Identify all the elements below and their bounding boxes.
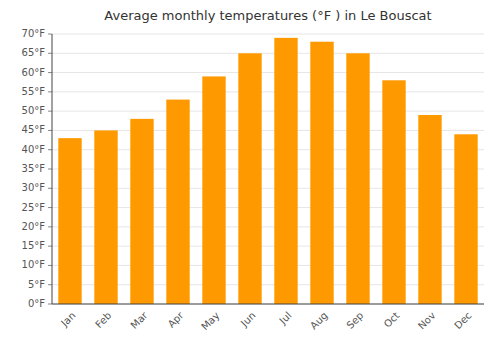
x-tick-label: Oct <box>382 310 402 330</box>
y-tick-label: 45°F <box>22 124 46 135</box>
bar <box>202 76 225 304</box>
x-tick-label: Feb <box>93 310 113 330</box>
y-tick <box>48 111 52 112</box>
y-tick-label: 20°F <box>22 221 46 232</box>
x-tick-label: Mar <box>128 309 150 331</box>
grid-line <box>52 304 484 305</box>
y-tick <box>48 53 52 54</box>
y-tick <box>48 169 52 170</box>
bar <box>94 130 117 304</box>
bar <box>454 134 477 304</box>
x-tick-label: Sep <box>344 310 365 331</box>
bar <box>238 53 261 304</box>
grid-line <box>52 91 484 92</box>
x-tick-label: Jan <box>58 310 77 329</box>
bar <box>58 138 81 304</box>
y-tick-label: 65°F <box>22 47 46 58</box>
y-tick <box>48 72 52 73</box>
y-tick <box>48 34 52 35</box>
y-tick <box>48 284 52 285</box>
y-tick <box>48 130 52 131</box>
bar <box>166 100 189 304</box>
y-tick <box>48 226 52 227</box>
y-tick-label: 0°F <box>28 298 45 309</box>
y-tick <box>48 188 52 189</box>
x-tick-label: Dec <box>452 310 473 331</box>
grid <box>52 34 484 304</box>
bar <box>382 80 405 304</box>
bar <box>274 38 297 304</box>
x-tick-label: Nov <box>416 310 438 332</box>
y-tick-label: 35°F <box>22 163 46 174</box>
x-axis: Jan Feb Mar Apr May Jun Jul Aug Sep Oct Nov Dec <box>58 309 473 332</box>
x-tick-label: Jun <box>238 310 258 330</box>
bar <box>346 53 369 304</box>
y-tick-label: 10°F <box>22 259 46 270</box>
x-axis-line <box>52 304 484 305</box>
y-tick-label: 55°F <box>22 86 46 97</box>
y-axis-line <box>52 34 53 304</box>
bar <box>418 115 441 304</box>
y-tick-label: 60°F <box>22 67 46 78</box>
y-tick-label: 40°F <box>22 144 46 155</box>
y-tick-label: 70°F <box>22 28 46 39</box>
y-axis: 0°F 5°F 10°F 15°F 20°F 25°F 30°F 35°F 40°F 45°F 50… <box>22 28 52 309</box>
bars <box>58 38 477 304</box>
x-tick-label: Aug <box>308 310 330 332</box>
bar <box>130 119 153 304</box>
x-tick-label: Jul <box>277 310 294 327</box>
y-tick <box>48 149 52 150</box>
x-tick-label: Apr <box>166 309 187 330</box>
grid-line <box>52 72 484 73</box>
y-tick <box>48 304 52 305</box>
y-tick-label: 30°F <box>22 182 46 193</box>
grid-line <box>52 34 484 35</box>
x-tick-label: May <box>199 310 221 332</box>
y-tick-label: 15°F <box>22 240 46 251</box>
chart: 0°F 5°F 10°F 15°F 20°F 25°F 30°F 35°F 40°F 45°F 50… <box>0 0 500 350</box>
chart-container: 0°F 5°F 10°F 15°F 20°F 25°F 30°F 35°F 40°F 45°F 50… <box>0 0 500 350</box>
y-tick <box>48 265 52 266</box>
y-tick <box>48 246 52 247</box>
y-tick-label: 25°F <box>22 202 46 213</box>
y-tick <box>48 207 52 208</box>
y-tick-label: 5°F <box>28 279 45 290</box>
title: Average monthly temperatures (°F ) in Le… <box>104 8 431 23</box>
grid-line <box>52 111 484 112</box>
y-tick <box>48 91 52 92</box>
bar <box>310 42 333 304</box>
grid-line <box>52 53 484 54</box>
y-tick-label: 50°F <box>22 105 46 116</box>
